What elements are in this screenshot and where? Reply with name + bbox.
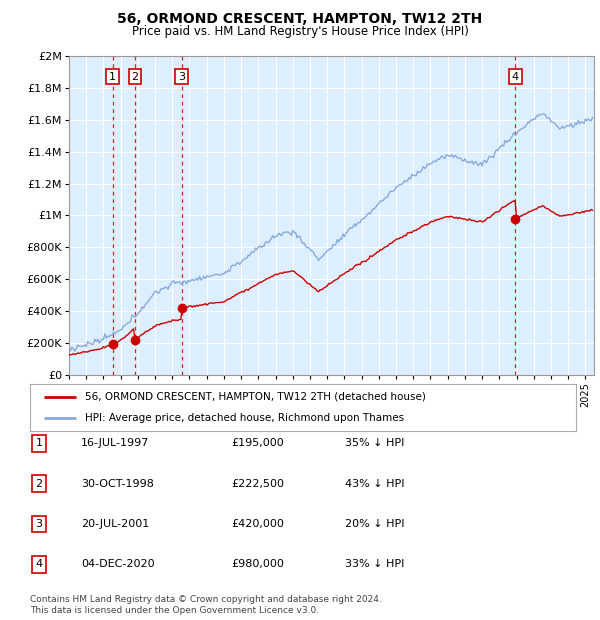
Text: 30-OCT-1998: 30-OCT-1998: [81, 479, 154, 489]
Text: 4: 4: [512, 71, 519, 82]
Text: £195,000: £195,000: [231, 438, 284, 448]
Text: 35% ↓ HPI: 35% ↓ HPI: [345, 438, 404, 448]
Text: 20-JUL-2001: 20-JUL-2001: [81, 519, 149, 529]
Text: £222,500: £222,500: [231, 479, 284, 489]
Text: £980,000: £980,000: [231, 559, 284, 569]
Text: 04-DEC-2020: 04-DEC-2020: [81, 559, 155, 569]
Text: 1: 1: [109, 71, 116, 82]
Text: 43% ↓ HPI: 43% ↓ HPI: [345, 479, 404, 489]
Text: 56, ORMOND CRESCENT, HAMPTON, TW12 2TH: 56, ORMOND CRESCENT, HAMPTON, TW12 2TH: [118, 12, 482, 27]
Text: 56, ORMOND CRESCENT, HAMPTON, TW12 2TH (detached house): 56, ORMOND CRESCENT, HAMPTON, TW12 2TH (…: [85, 392, 425, 402]
Text: £420,000: £420,000: [231, 519, 284, 529]
Text: 16-JUL-1997: 16-JUL-1997: [81, 438, 149, 448]
Text: 2: 2: [131, 71, 139, 82]
Text: 20% ↓ HPI: 20% ↓ HPI: [345, 519, 404, 529]
Text: 3: 3: [35, 519, 43, 529]
Text: This data is licensed under the Open Government Licence v3.0.: This data is licensed under the Open Gov…: [30, 606, 319, 615]
Text: 33% ↓ HPI: 33% ↓ HPI: [345, 559, 404, 569]
Text: 3: 3: [178, 71, 185, 82]
Text: Price paid vs. HM Land Registry's House Price Index (HPI): Price paid vs. HM Land Registry's House …: [131, 25, 469, 38]
Text: Contains HM Land Registry data © Crown copyright and database right 2024.: Contains HM Land Registry data © Crown c…: [30, 595, 382, 604]
Text: 2: 2: [35, 479, 43, 489]
Text: 1: 1: [35, 438, 43, 448]
Text: HPI: Average price, detached house, Richmond upon Thames: HPI: Average price, detached house, Rich…: [85, 414, 404, 423]
Text: 4: 4: [35, 559, 43, 569]
